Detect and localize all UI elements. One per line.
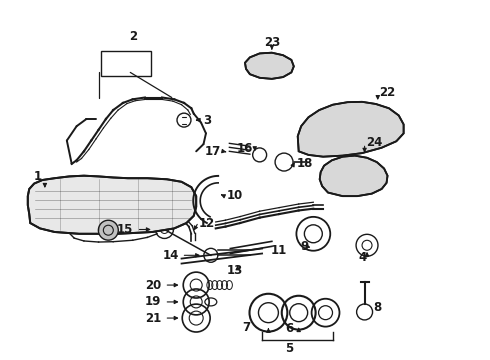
Text: 17: 17 <box>204 145 220 158</box>
Text: 1: 1 <box>33 170 42 183</box>
Text: 7: 7 <box>242 320 250 333</box>
Circle shape <box>98 220 118 240</box>
Polygon shape <box>28 176 196 234</box>
Text: 12: 12 <box>198 216 215 230</box>
Text: 24: 24 <box>366 136 382 149</box>
Polygon shape <box>245 53 294 79</box>
Text: 22: 22 <box>379 86 395 99</box>
Text: 5: 5 <box>285 342 293 355</box>
Text: 19: 19 <box>145 296 161 309</box>
Text: 23: 23 <box>264 36 280 49</box>
Text: 6: 6 <box>285 322 293 335</box>
Text: 8: 8 <box>373 301 381 314</box>
Text: 14: 14 <box>163 249 179 262</box>
Bar <box>101 51 151 76</box>
Text: 13: 13 <box>227 264 244 277</box>
Text: 21: 21 <box>145 311 161 325</box>
Text: 15: 15 <box>116 223 133 236</box>
Text: 11: 11 <box>270 244 287 257</box>
Text: 16: 16 <box>237 142 253 155</box>
Text: 3: 3 <box>203 114 212 127</box>
Text: 4: 4 <box>358 251 366 264</box>
Text: 20: 20 <box>145 279 161 292</box>
Polygon shape <box>319 156 388 196</box>
Polygon shape <box>298 102 404 157</box>
Text: 18: 18 <box>296 157 313 170</box>
Text: 2: 2 <box>129 30 137 43</box>
Text: 9: 9 <box>300 240 308 253</box>
Text: 10: 10 <box>226 189 243 202</box>
